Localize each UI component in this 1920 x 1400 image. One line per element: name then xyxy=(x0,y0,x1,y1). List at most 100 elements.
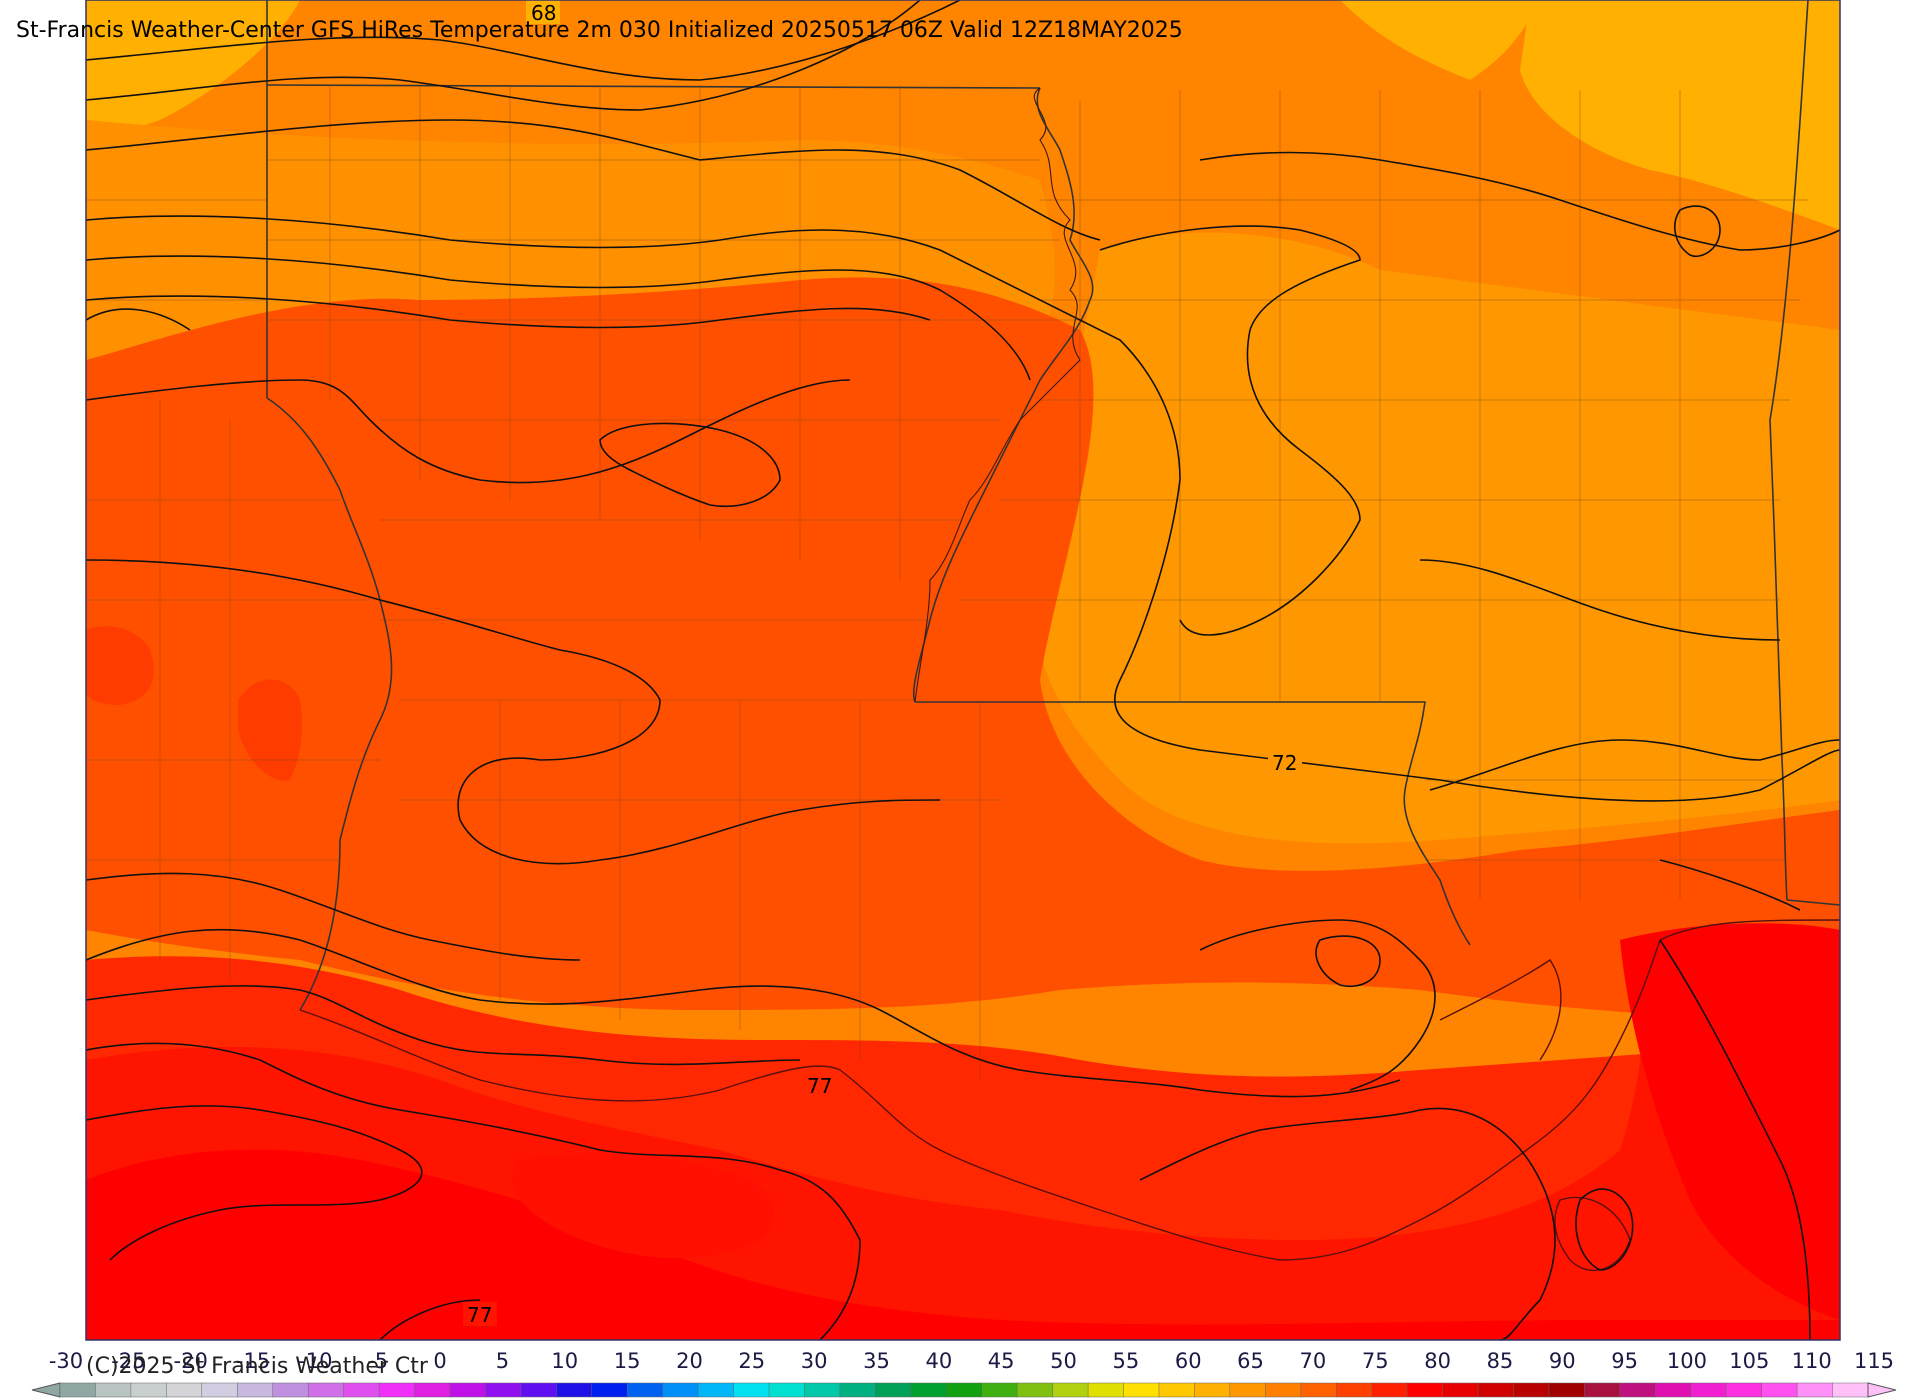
temp-band-76-w2 xyxy=(238,679,302,781)
colorbar-cell xyxy=(1796,1382,1834,1398)
colorbar-cell xyxy=(1690,1382,1727,1398)
colorbar-tick-label: 0 xyxy=(433,1349,446,1373)
colorbar-cell xyxy=(946,1382,983,1398)
colorbar-tick-label: 100 xyxy=(1667,1349,1707,1373)
temp-band-yellow-n xyxy=(1340,0,1540,80)
colorbar-cell xyxy=(1016,1382,1054,1398)
colorbar-cell xyxy=(1832,1382,1869,1398)
colorbar-cell xyxy=(1123,1382,1160,1398)
colorbar-cell xyxy=(1265,1382,1302,1398)
colorbar-cell xyxy=(485,1382,522,1398)
colorbar-cell xyxy=(1477,1382,1515,1398)
colorbar-cell xyxy=(1229,1382,1267,1398)
colorbar-cell xyxy=(1300,1382,1337,1398)
mississippi-river xyxy=(914,87,1081,703)
colorbar-tick-label: -20 xyxy=(174,1349,208,1373)
colorbar-cell xyxy=(1406,1382,1444,1398)
colorbar-tick-label: 15 xyxy=(614,1349,641,1373)
temp-band-82-mid xyxy=(512,1153,775,1259)
colorbar-cell xyxy=(130,1382,168,1398)
colorbar-cell xyxy=(1335,1382,1373,1398)
colorbar-cell xyxy=(59,1382,97,1398)
colorbar-cell xyxy=(1442,1382,1479,1398)
colorbar-tick-label: 105 xyxy=(1729,1349,1769,1373)
colorbar-tick-label: 25 xyxy=(738,1349,765,1373)
colorbar-tick-label: 65 xyxy=(1237,1349,1264,1373)
state-borders xyxy=(266,0,1841,1011)
coastline xyxy=(299,919,1841,1271)
colorbar-tick-label: 40 xyxy=(925,1349,952,1373)
colorbar-tick-label: 50 xyxy=(1050,1349,1077,1373)
colorbar-tick-label: 95 xyxy=(1611,1349,1638,1373)
colorbar-ticks: -30 -25 -20 -15 -10 -5 0 5 10 15 20 25 30 35 40 45 50 55 6… xyxy=(49,1349,1894,1373)
colorbar-cell xyxy=(1725,1382,1763,1398)
map-title: St-Francis Weather-Center GFS HiRes Temp… xyxy=(16,18,1183,43)
colorbar-cell xyxy=(697,1382,735,1398)
colorbar-cell xyxy=(768,1382,806,1398)
colorbar-cell xyxy=(166,1382,203,1398)
temp-band-74 xyxy=(86,277,1840,1020)
map-frame xyxy=(85,0,1841,1341)
colorbar-tick-label: 90 xyxy=(1549,1349,1576,1373)
colorbar-tick-label: 30 xyxy=(801,1349,828,1373)
colorbar-tick-label: 80 xyxy=(1424,1349,1451,1373)
colorbar-tick-label: -15 xyxy=(236,1349,270,1373)
colorbar-cell xyxy=(556,1382,593,1398)
colorbar-cell xyxy=(875,1382,912,1398)
colorbar-cell xyxy=(1158,1382,1196,1398)
temp-band-yellow-nw xyxy=(86,0,300,131)
colorbar-tick-label: 5 xyxy=(496,1349,509,1373)
colorbar-cell xyxy=(414,1382,451,1398)
contour-labels: 68 72 77 77 xyxy=(463,0,1302,1327)
colorbar-tick-label: 10 xyxy=(551,1349,578,1373)
colorbar-max-arrow xyxy=(1867,1382,1897,1398)
colorbar-cell xyxy=(307,1382,345,1398)
colorbar-cell xyxy=(626,1382,664,1398)
colorbar-cell xyxy=(1371,1382,1408,1398)
colorbar-cell xyxy=(1052,1382,1089,1398)
colorbar-cell xyxy=(1584,1382,1621,1398)
contour-label-68: 68 xyxy=(531,1,556,25)
colorbar-tick-label: 35 xyxy=(863,1349,890,1373)
colorbar-cell xyxy=(839,1382,877,1398)
colorbar-cell xyxy=(910,1382,948,1398)
colorbar-tick-label: 20 xyxy=(676,1349,703,1373)
contour-label-72: 72 xyxy=(1272,751,1297,775)
colorbar-cell xyxy=(272,1382,309,1398)
colorbar-cell xyxy=(1761,1382,1798,1398)
colorbar-cell xyxy=(343,1382,380,1398)
colorbar-cell xyxy=(981,1382,1018,1398)
colorbar-cell xyxy=(662,1382,699,1398)
colorbar-tick-label: -5 xyxy=(367,1349,388,1373)
colorbar-cell xyxy=(804,1382,841,1398)
colorbar-min-arrow xyxy=(31,1382,61,1398)
colorbar-cell xyxy=(1513,1382,1550,1398)
colorbar-tick-label: 70 xyxy=(1300,1349,1327,1373)
temp-band-82 xyxy=(86,1149,1840,1340)
colorbar-cell xyxy=(201,1382,239,1398)
contour-label-77-a: 77 xyxy=(807,1074,832,1098)
temp-band-orange-mid-e xyxy=(1034,232,1840,844)
colorbar-cell xyxy=(449,1382,487,1398)
colorbar-tick-label: 45 xyxy=(988,1349,1015,1373)
temp-band-76-w xyxy=(86,626,154,705)
colorbar-cell xyxy=(1655,1382,1692,1398)
colorbar-cell xyxy=(733,1382,770,1398)
contour-label-77-b: 77 xyxy=(467,1303,492,1327)
colorbar-tick-label: 60 xyxy=(1175,1349,1202,1373)
colorbar-cell xyxy=(1194,1382,1231,1398)
county-lines xyxy=(86,85,1808,1080)
colorbar-cell xyxy=(1548,1382,1586,1398)
colorbar-cell xyxy=(591,1382,628,1398)
copyright-notice: (C)2025 St Francis Weather Ctr xyxy=(86,1354,428,1379)
colorbar-cell xyxy=(1619,1382,1657,1398)
colorbar-tick-label: -30 xyxy=(49,1349,83,1373)
colorbar-cell xyxy=(95,1382,132,1398)
colorbar-cell xyxy=(237,1382,274,1398)
colorbar-cell xyxy=(378,1382,416,1398)
temp-band-82-se xyxy=(1620,923,1840,1320)
colorbar-cell xyxy=(1087,1382,1125,1398)
colorbar-tick-label: 55 xyxy=(1112,1349,1139,1373)
